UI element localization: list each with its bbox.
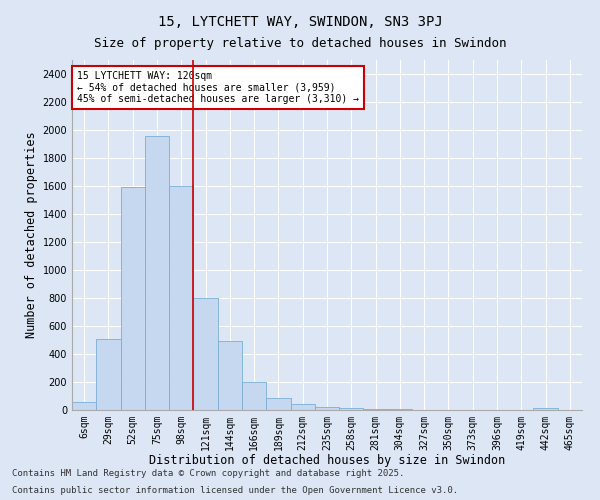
Y-axis label: Number of detached properties: Number of detached properties (25, 132, 38, 338)
Bar (242, 382, 266, 410)
Bar (72, 402, 96, 410)
Bar (266, 398, 290, 410)
Bar (193, 298, 218, 410)
Text: Size of property relative to detached houses in Swindon: Size of property relative to detached ho… (94, 38, 506, 51)
Bar (169, 186, 193, 410)
Bar (315, 407, 339, 410)
Text: Contains public sector information licensed under the Open Government Licence v3: Contains public sector information licen… (12, 486, 458, 495)
Bar (364, 409, 388, 410)
Bar (218, 342, 242, 410)
Bar (290, 404, 315, 410)
Bar (388, 409, 412, 410)
Text: 15, LYTCHETT WAY, SWINDON, SN3 3PJ: 15, LYTCHETT WAY, SWINDON, SN3 3PJ (158, 15, 442, 29)
Text: 15 LYTCHETT WAY: 120sqm
← 54% of detached houses are smaller (3,959)
45% of semi: 15 LYTCHETT WAY: 120sqm ← 54% of detache… (77, 70, 359, 104)
X-axis label: Distribution of detached houses by size in Swindon: Distribution of detached houses by size … (149, 454, 505, 468)
Bar (339, 408, 364, 410)
Bar (121, 188, 145, 410)
Bar (96, 338, 121, 410)
Bar (145, 136, 169, 410)
Bar (533, 408, 558, 410)
Text: Contains HM Land Registry data © Crown copyright and database right 2025.: Contains HM Land Registry data © Crown c… (12, 468, 404, 477)
